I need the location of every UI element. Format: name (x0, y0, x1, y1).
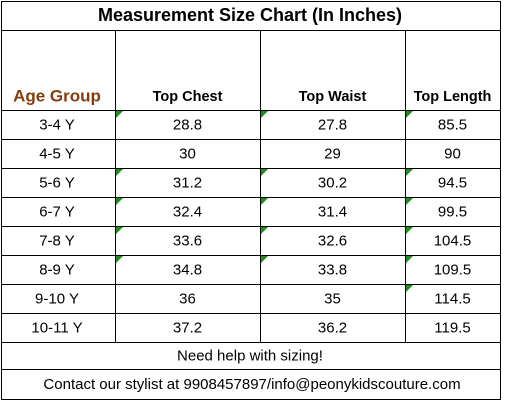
cell-marker (406, 198, 413, 205)
cell-marker (116, 198, 123, 205)
value-cell: 104.5 (434, 232, 472, 249)
column-header: Top Length (414, 89, 492, 105)
cell-marker (261, 169, 268, 176)
cell-marker (261, 256, 268, 263)
age-cell: 8-9 Y (39, 261, 75, 278)
cell-marker (116, 111, 123, 118)
value-cell: 27.8 (318, 116, 347, 133)
cell-marker (261, 111, 268, 118)
value-cell: 36 (179, 290, 196, 307)
column-header: Top Waist (299, 89, 367, 105)
value-cell: 114.5 (434, 290, 470, 307)
value-cell: 99.5 (438, 203, 467, 220)
cell-marker (261, 198, 268, 205)
cell-marker (116, 227, 123, 234)
cell-marker (406, 111, 413, 118)
cell-marker (261, 227, 268, 234)
value-cell: 32.6 (318, 232, 347, 249)
footer-contact: Contact our stylist at 9908457897/info@p… (43, 376, 460, 393)
cell-marker (116, 169, 123, 176)
age-cell: 9-10 Y (35, 290, 79, 307)
value-cell: 28.8 (173, 116, 202, 133)
value-cell: 31.4 (318, 203, 347, 220)
value-cell: 34.8 (173, 261, 202, 278)
age-cell: 6-7 Y (39, 203, 75, 220)
column-header: Top Chest (153, 89, 223, 105)
value-cell: 36.2 (318, 319, 347, 336)
value-cell: 33.6 (173, 232, 202, 249)
cell-marker (406, 169, 413, 176)
value-cell: 29 (324, 145, 341, 162)
value-cell: 119.5 (434, 319, 470, 336)
value-cell: 30.2 (318, 174, 347, 191)
value-cell: 94.5 (438, 174, 467, 191)
value-cell: 85.5 (438, 116, 467, 133)
cell-marker (406, 256, 413, 263)
value-cell: 35 (324, 290, 341, 307)
value-cell: 90 (444, 145, 461, 162)
footer-note: Need help with sizing! (177, 347, 323, 364)
cell-marker (406, 285, 413, 292)
value-cell: 37.2 (173, 319, 202, 336)
age-cell: 5-6 Y (39, 174, 75, 191)
value-cell: 30 (179, 145, 196, 162)
column-header: Age Group (13, 86, 101, 105)
value-cell: 33.8 (318, 261, 347, 278)
value-cell: 32.4 (173, 203, 202, 220)
age-cell: 4-5 Y (39, 145, 75, 162)
value-cell: 31.2 (173, 174, 202, 191)
title: Measurement Size Chart (In Inches) (98, 5, 402, 25)
cell-marker (116, 256, 123, 263)
age-cell: 3-4 Y (39, 116, 75, 133)
value-cell: 109.5 (434, 261, 472, 278)
age-cell: 10-11 Y (31, 319, 82, 336)
cell-marker (406, 227, 413, 234)
age-cell: 7-8 Y (39, 232, 75, 249)
